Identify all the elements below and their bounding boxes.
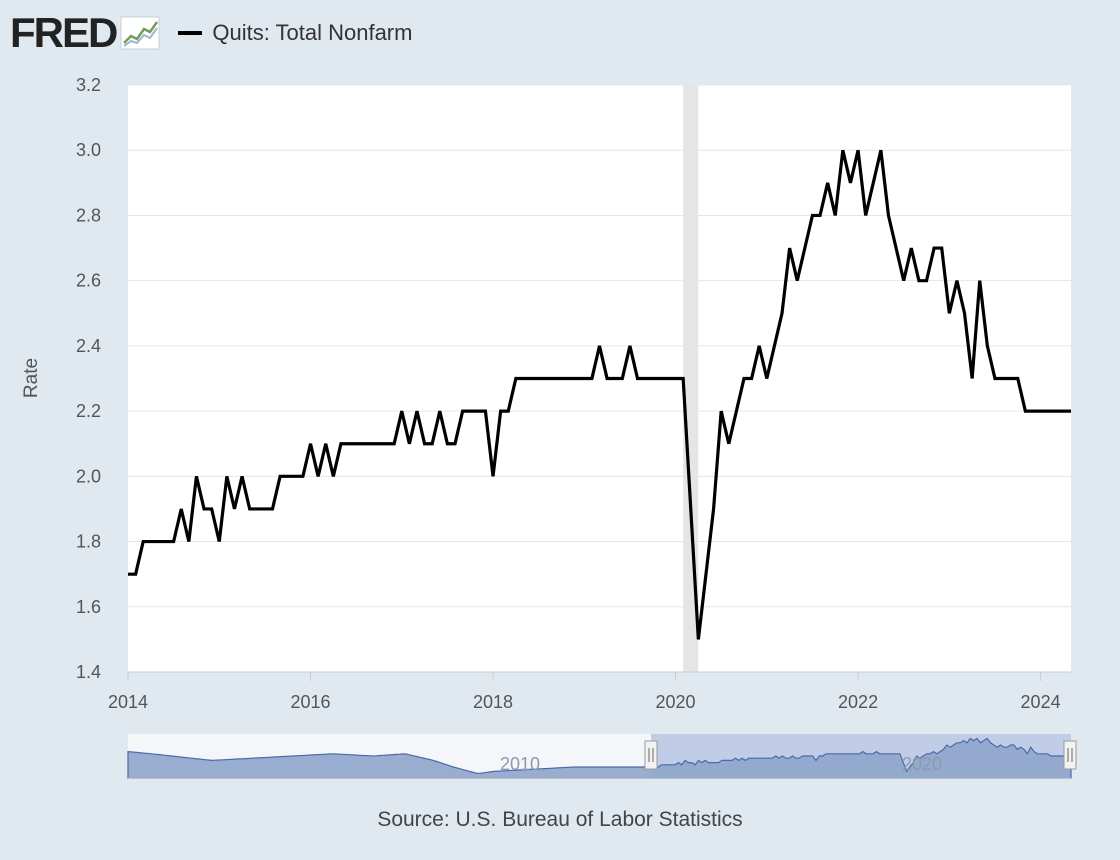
navigator-right-handle[interactable] (1063, 740, 1077, 770)
fred-wordmark: FRED (10, 9, 118, 56)
x-tick-label: 2020 (656, 692, 696, 712)
chart-header: FRED Quits: Total Nonfarm (10, 12, 412, 54)
y-tick-label: 1.6 (76, 597, 101, 617)
y-tick-label: 1.4 (76, 662, 101, 682)
navigator-label-2010: 2010 (500, 754, 540, 774)
x-tick-label: 2018 (473, 692, 513, 712)
y-tick-label: 2.8 (76, 205, 101, 225)
y-axis-title: Rate (21, 358, 42, 398)
fred-chart-icon (120, 16, 160, 50)
series-line-quits-total-nonfarm[interactable] (128, 149, 1071, 640)
navigator-series-area (127, 737, 1072, 779)
navigator[interactable]: 2010 2020 (127, 734, 1077, 779)
axes: 1.4 1.6 1.8 2.0 2.2 2.4 2.6 2.8 3.0 3.2 2014 2016 20… (76, 75, 1071, 712)
navigator-left-handle[interactable] (644, 740, 658, 770)
series-layer (128, 149, 1071, 640)
recession-band-0 (683, 85, 699, 672)
y-tick-label: 2.0 (76, 466, 101, 486)
y-tick-label: 2.4 (76, 336, 101, 356)
x-tick-label: 2024 (1021, 692, 1061, 712)
source-note: Source: U.S. Bureau of Labor Statistics (377, 808, 743, 831)
y-tick-label: 2.2 (76, 401, 101, 421)
recession-shading (683, 85, 699, 672)
legend-swatch (178, 31, 203, 35)
navigator-label-2020: 2020 (902, 754, 942, 774)
legend-label: Quits: Total Nonfarm (212, 20, 413, 45)
plot-area (128, 85, 1071, 672)
y-tick-label: 3.2 (76, 75, 101, 95)
x-tick-label: 2014 (108, 692, 148, 712)
x-tick-label: 2016 (290, 692, 330, 712)
y-tick-label: 3.0 (76, 140, 101, 160)
chart-legend[interactable]: Quits: Total Nonfarm (178, 20, 412, 46)
y-tick-label: 1.8 (76, 532, 101, 552)
fred-logo[interactable]: FRED (10, 12, 160, 54)
x-tick-label: 2022 (838, 692, 878, 712)
y-tick-label: 2.6 (76, 271, 101, 291)
